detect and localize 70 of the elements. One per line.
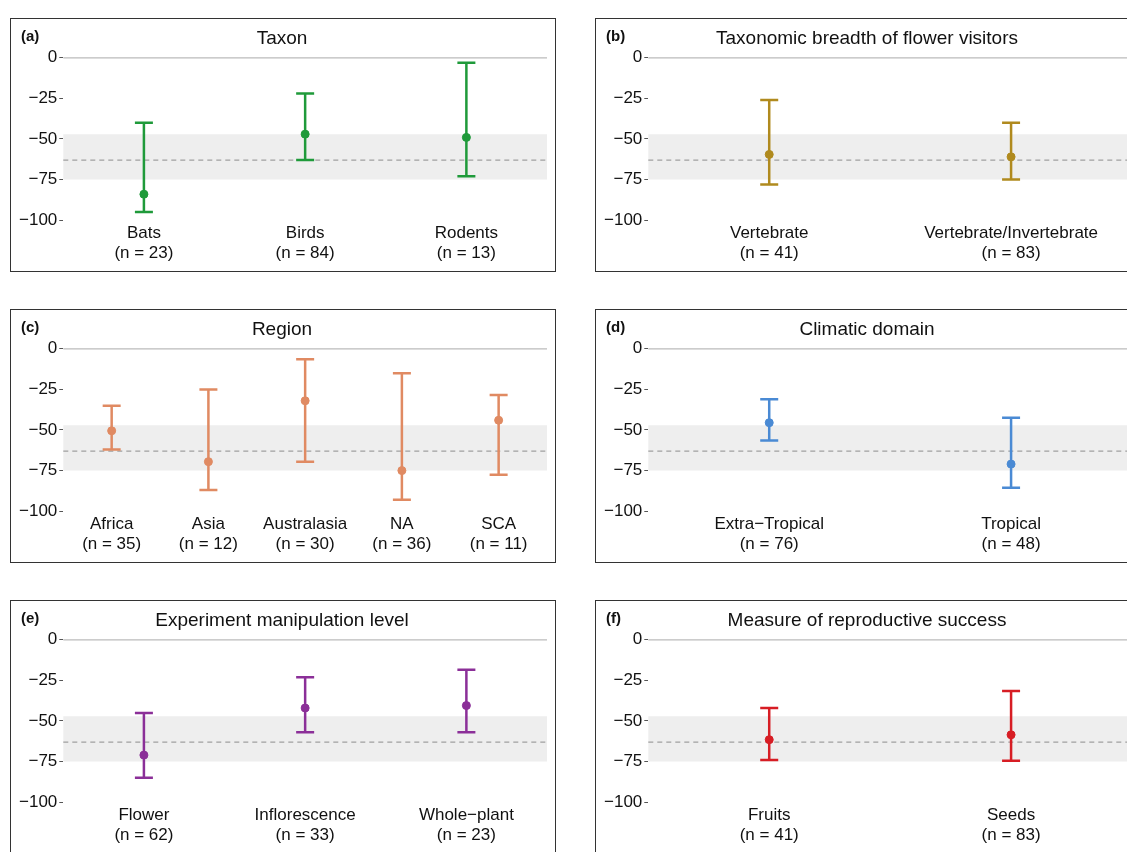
chart-title: Taxonomic breadth of flower visitors — [715, 26, 1019, 48]
y-tick-label: −75 — [28, 460, 58, 480]
text: (b) — [606, 26, 626, 44]
y-tick-label: −100 — [603, 500, 643, 520]
y-tick-label: −50 — [613, 128, 643, 148]
text: (d) — [606, 317, 626, 335]
x-tick-label: Vertebrate (n = 41) — [729, 223, 809, 263]
y-tick-label: −75 — [613, 751, 643, 771]
y-tick-label: −75 — [613, 169, 643, 189]
y-tick-label: −100 — [18, 791, 58, 811]
y-tick-label: −25 — [613, 379, 643, 399]
chart-title: Region — [251, 317, 313, 339]
x-tick-label: Fruits (n = 41) — [739, 805, 799, 845]
chart-title: Experiment manipulation level — [155, 608, 409, 630]
y-tick-label: 0 — [47, 47, 58, 67]
point — [139, 750, 149, 760]
x-tick-label: Bats (n = 23) — [114, 223, 174, 263]
x-tick-label: Asia (n = 12) — [178, 514, 238, 554]
y-tick-label: −75 — [28, 169, 58, 189]
chart-title: Climatic domain — [799, 317, 935, 339]
y-tick-label: −25 — [28, 88, 58, 108]
y-tick-label: 0 — [47, 338, 58, 358]
y-tick-label: −75 — [28, 751, 58, 771]
x-tick-label: Whole−plant (n = 23) — [418, 805, 515, 845]
x-tick-label: Vertebrate/Invertebrate (n = 83) — [924, 223, 1099, 263]
y-tick-label: −50 — [28, 419, 58, 439]
y-tick-label: 0 — [632, 47, 643, 67]
y-tick-label: −25 — [613, 670, 643, 690]
chart-title: Taxon — [256, 26, 308, 48]
text: (c) — [21, 317, 40, 335]
x-tick-label: Extra−Tropical (n = 76) — [714, 514, 824, 554]
y-tick-label: 0 — [47, 629, 58, 649]
x-tick-label: Africa (n = 35) — [82, 514, 142, 554]
y-tick-label: −25 — [613, 88, 643, 108]
point — [461, 132, 471, 142]
x-tick-label: Tropical (n = 48) — [981, 514, 1041, 554]
point — [300, 129, 310, 139]
y-tick-label: −50 — [613, 710, 643, 730]
chart-title: Measure of reproductive success — [727, 608, 1007, 630]
y-tick-label: 0 — [632, 338, 643, 358]
point — [461, 701, 471, 711]
point — [397, 466, 407, 476]
x-tick-label: Birds (n = 84) — [275, 223, 335, 263]
point — [300, 396, 310, 406]
point — [107, 426, 117, 436]
point — [139, 189, 149, 199]
y-tick-label: −100 — [603, 791, 643, 811]
y-tick-label: −25 — [28, 379, 58, 399]
x-tick-label: Rodents (n = 13) — [434, 223, 499, 263]
x-tick-label: Seeds (n = 83) — [981, 805, 1041, 845]
point — [494, 415, 504, 425]
point — [203, 457, 213, 467]
x-tick-label: Australasia (n = 30) — [263, 514, 348, 554]
y-tick-label: −100 — [18, 209, 58, 229]
x-tick-label: Flower (n = 62) — [114, 805, 174, 845]
point — [300, 703, 310, 713]
y-tick-label: −50 — [613, 419, 643, 439]
text: (e) — [21, 608, 40, 626]
y-tick-label: 0 — [632, 629, 643, 649]
x-tick-label: Inflorescence (n = 33) — [254, 805, 356, 845]
y-tick-label: −100 — [18, 500, 58, 520]
x-tick-label: NA (n = 36) — [372, 514, 432, 554]
y-tick-label: −25 — [28, 670, 58, 690]
text: (f) — [606, 608, 621, 626]
y-tick-label: −75 — [613, 460, 643, 480]
y-tick-label: −100 — [603, 209, 643, 229]
x-tick-label: SCA (n = 11) — [469, 514, 528, 554]
text: (a) — [21, 26, 40, 44]
y-tick-label: −50 — [28, 128, 58, 148]
y-tick-label: −50 — [28, 710, 58, 730]
